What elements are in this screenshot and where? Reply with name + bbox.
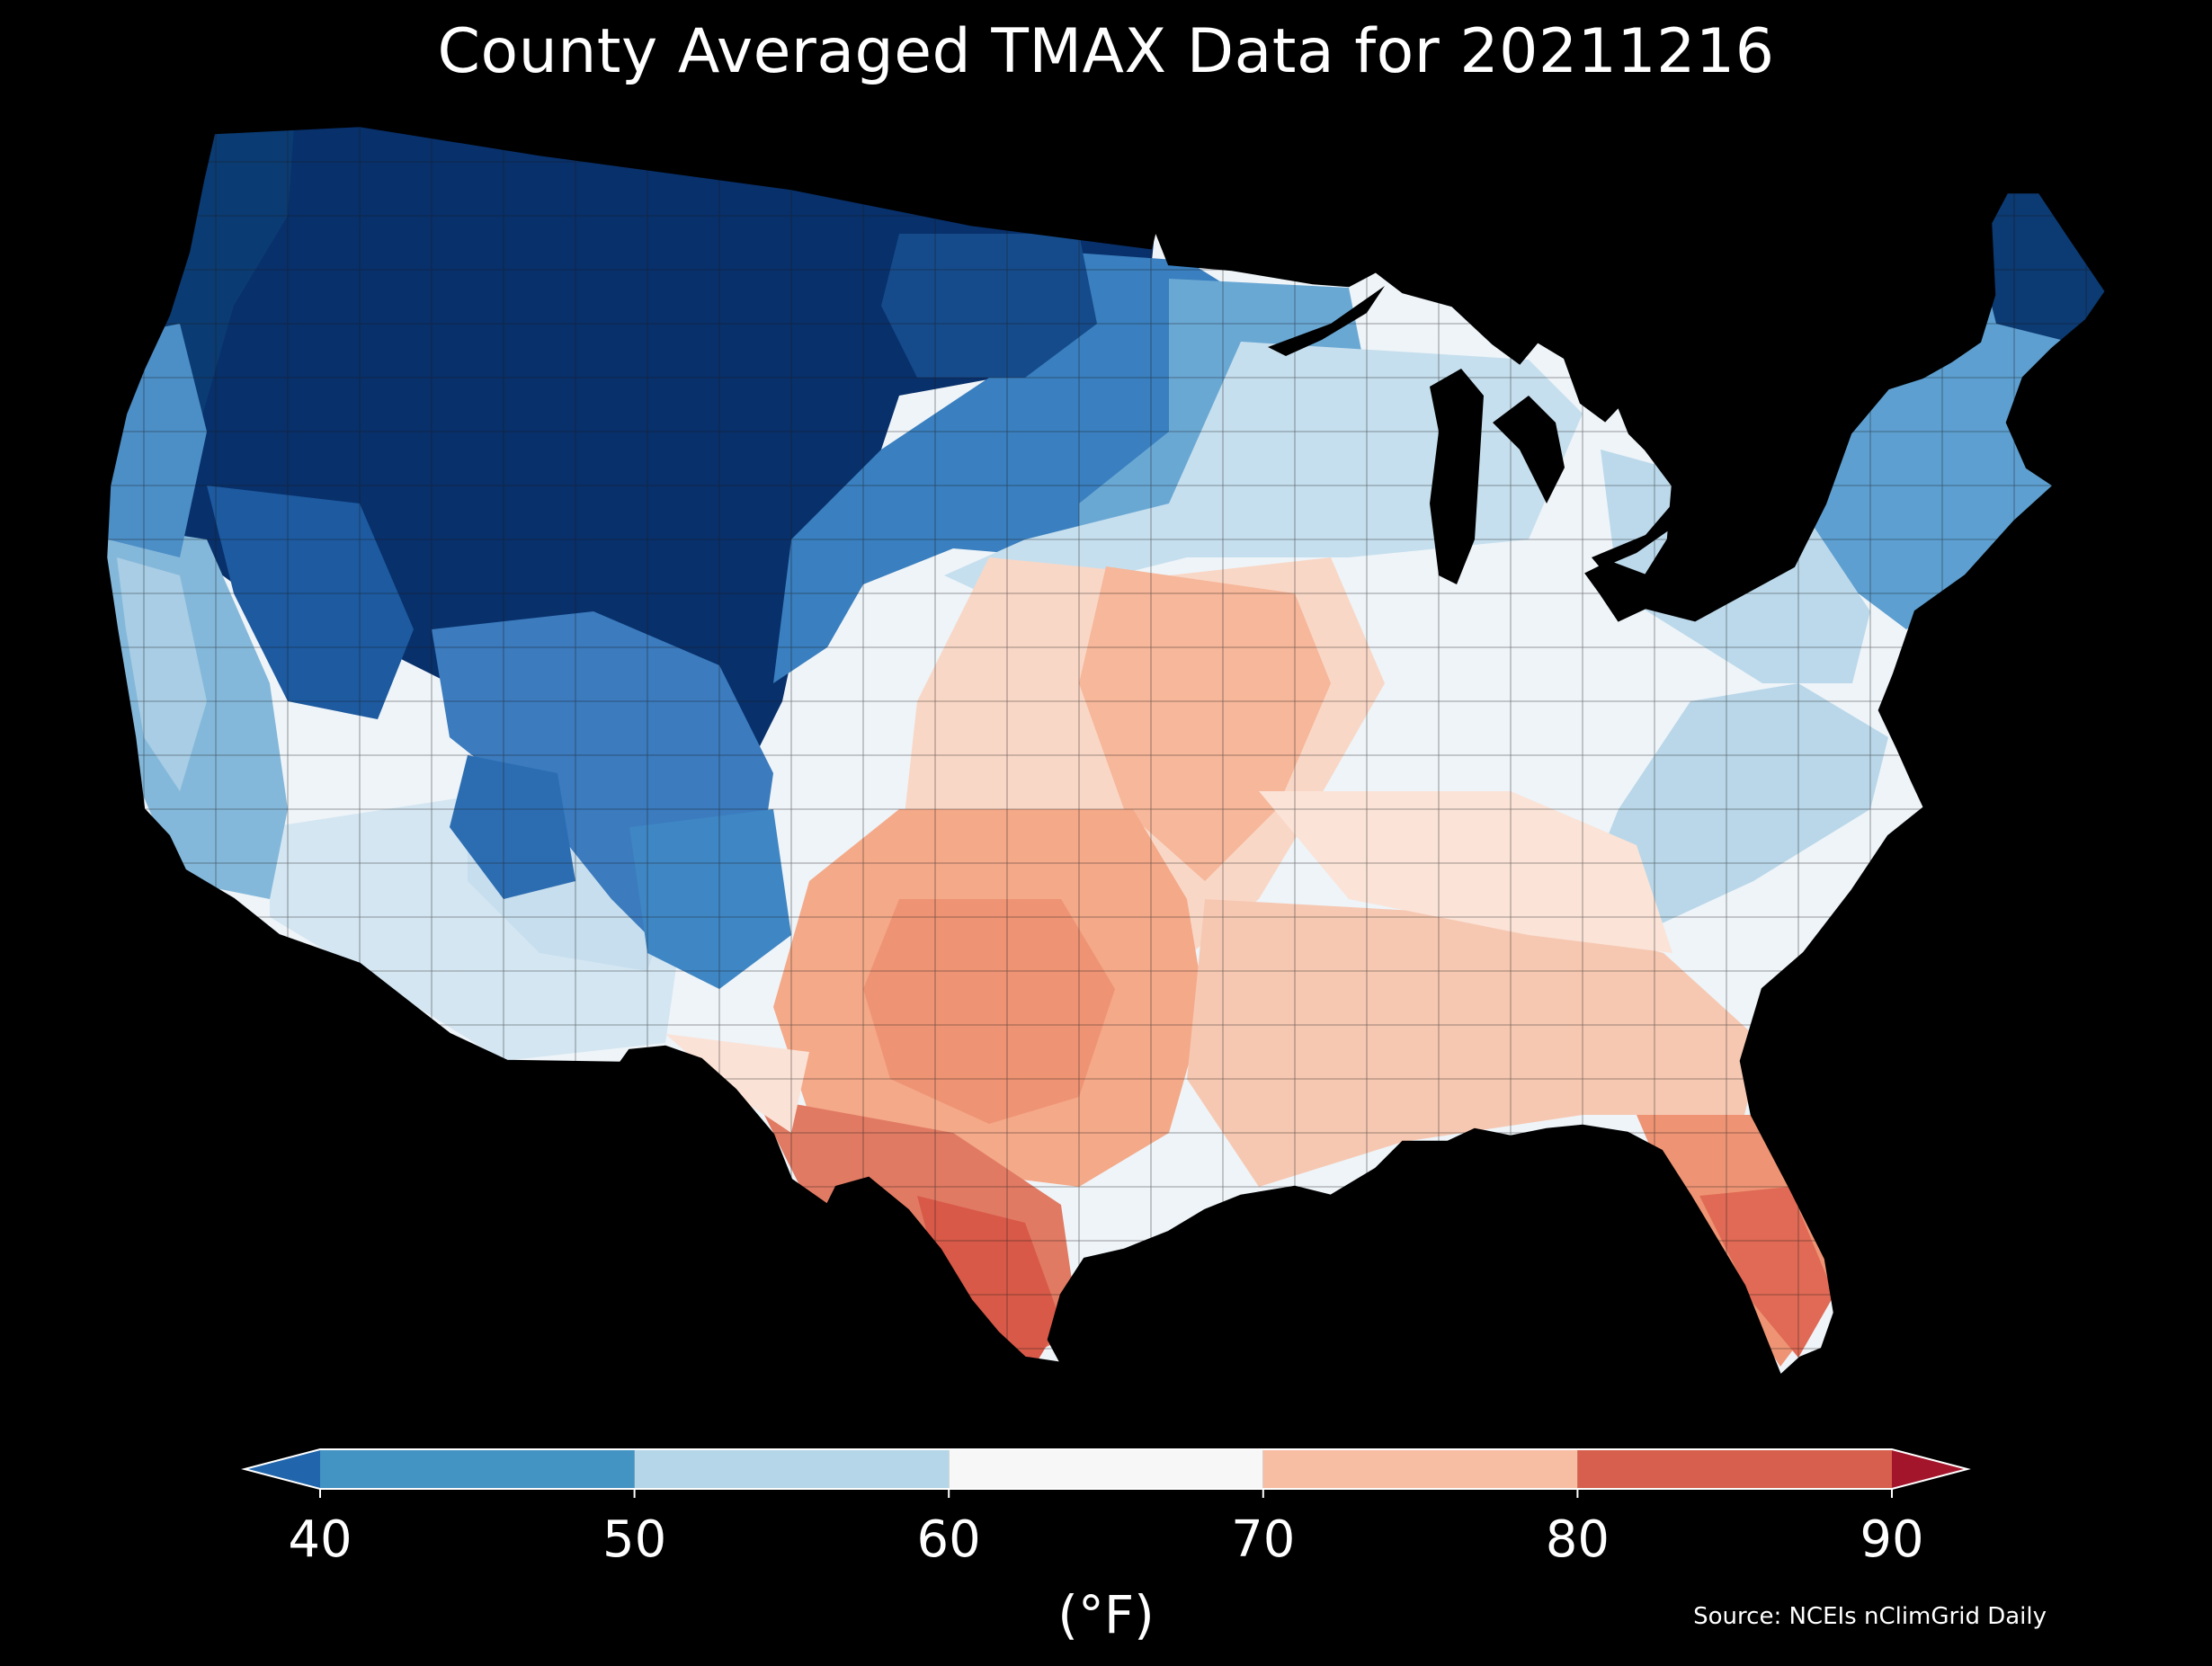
colorbar-bin-80-90 <box>1577 1449 1892 1489</box>
colorbar-unit-label: (°F) <box>1057 1584 1155 1645</box>
colorbar-tick-label: 50 <box>602 1510 667 1569</box>
source-note: Source: NCEIs nClimGrid Daily <box>1693 1603 2047 1630</box>
colorbar-tick-label: 90 <box>1860 1510 1924 1569</box>
colorbar-tick-label: 70 <box>1231 1510 1296 1569</box>
colorbar-bin-60-70 <box>949 1449 1263 1489</box>
map-title: County Averaged TMAX Data for 20211216 <box>437 16 1775 87</box>
colorbar-tick-label: 60 <box>916 1510 981 1569</box>
colorbar-tick-label: 80 <box>1545 1510 1610 1569</box>
colorbar-bin-70-80 <box>1262 1449 1578 1489</box>
colorbar-bin-50-60 <box>634 1449 950 1489</box>
colorbar-tick-label: 40 <box>288 1510 352 1569</box>
colorbar-under-extension <box>245 1449 320 1489</box>
colorbar-bin-40-50 <box>320 1449 635 1489</box>
colorbar-over-extension <box>1892 1449 1967 1489</box>
